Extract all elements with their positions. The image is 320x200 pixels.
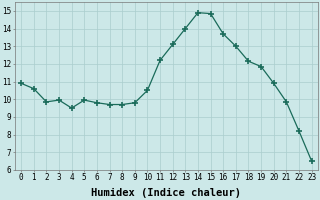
X-axis label: Humidex (Indice chaleur): Humidex (Indice chaleur) — [92, 188, 241, 198]
